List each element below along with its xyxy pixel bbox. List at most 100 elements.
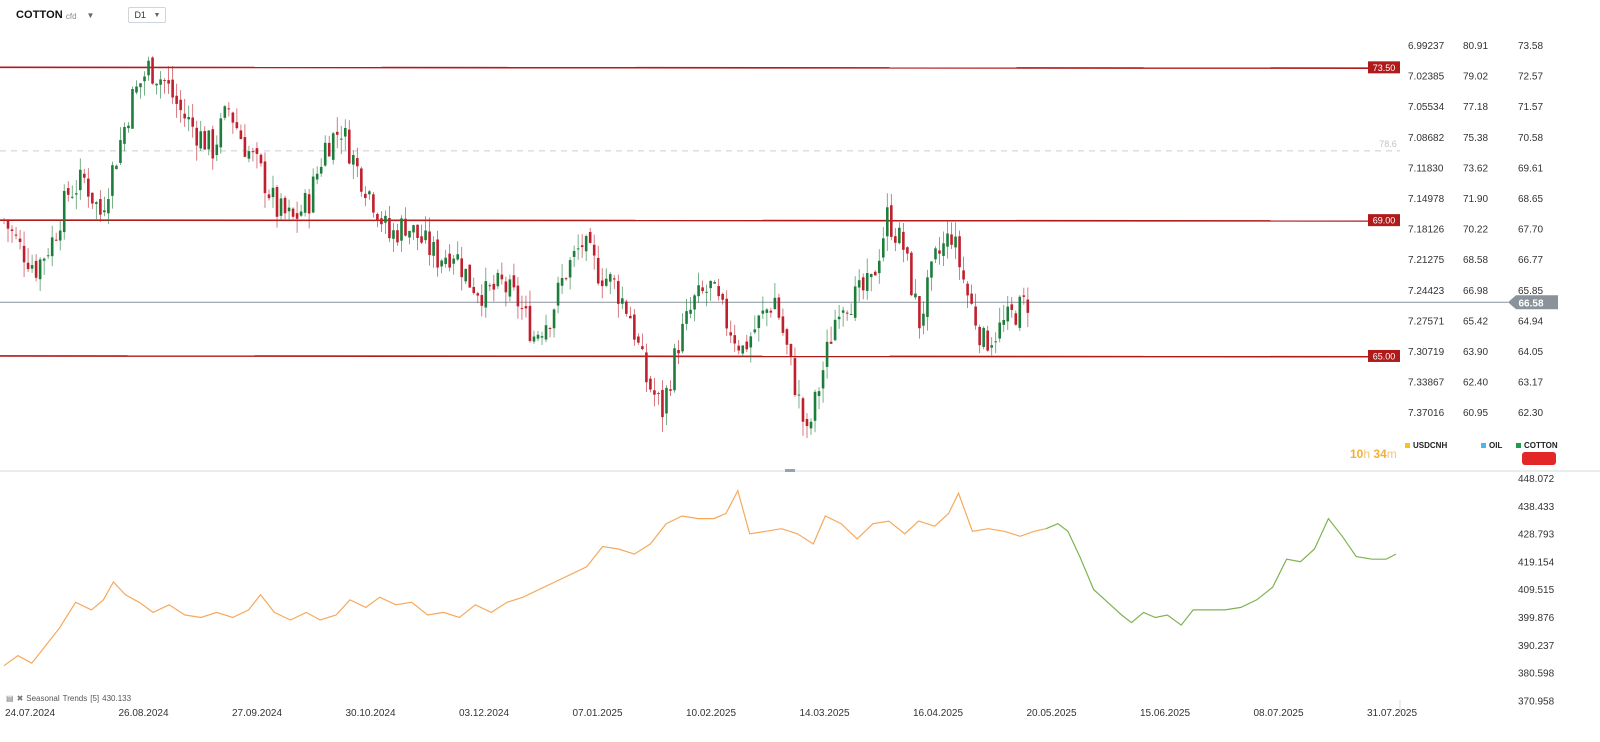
candle-body xyxy=(801,398,805,422)
candle xyxy=(50,225,54,267)
candle-body xyxy=(400,218,403,241)
candle xyxy=(492,274,496,302)
oil-axis-tick: 73.62 xyxy=(1463,163,1488,174)
indicator-settings-icon[interactable]: ▤ xyxy=(6,694,14,703)
candle-body xyxy=(211,129,215,159)
candle-body xyxy=(247,151,251,159)
candle xyxy=(705,284,708,307)
candle xyxy=(279,193,283,221)
candle-body xyxy=(621,298,624,304)
usdcnh-axis-tick: 7.05534 xyxy=(1408,102,1445,113)
candle xyxy=(400,215,403,252)
candle-body xyxy=(376,214,379,221)
candle xyxy=(881,226,885,262)
seasonal-series xyxy=(3,489,1397,667)
candle-body xyxy=(584,236,588,252)
candle xyxy=(761,296,765,320)
level-line[interactable] xyxy=(0,66,1369,69)
candle-body xyxy=(600,280,604,287)
candle-body xyxy=(833,319,837,341)
level-line[interactable] xyxy=(0,355,1369,358)
seasonal-axis-tick: 428.793 xyxy=(1518,530,1555,541)
candle xyxy=(295,201,299,233)
candle xyxy=(833,309,837,342)
candle xyxy=(777,293,781,321)
candle xyxy=(54,232,58,242)
candle-body xyxy=(347,129,351,164)
candle xyxy=(817,387,821,410)
candle xyxy=(343,119,347,151)
symbol-name[interactable]: COTTON xyxy=(16,9,63,21)
candle-body xyxy=(512,275,516,288)
candle xyxy=(327,135,331,157)
candle xyxy=(436,230,439,277)
candle xyxy=(612,275,616,289)
candle-body xyxy=(934,248,937,260)
timeframe-value: D1 xyxy=(134,10,146,20)
candle xyxy=(757,314,761,342)
candle xyxy=(673,343,676,393)
candle-body xyxy=(191,117,195,127)
candle xyxy=(825,329,829,379)
oil-axis-tick: 62.40 xyxy=(1463,378,1488,389)
candle-body xyxy=(568,260,572,278)
candle-body xyxy=(299,211,303,216)
candle xyxy=(10,225,14,243)
candle xyxy=(685,298,688,331)
pane-resize-handle[interactable] xyxy=(785,469,795,472)
candle-body xyxy=(894,236,897,243)
price-axis-tick: 65.85 xyxy=(1518,286,1543,297)
candle-body xyxy=(416,224,419,239)
indicator-name: Seasonal xyxy=(26,694,60,703)
candle-body xyxy=(910,252,913,296)
candle xyxy=(163,78,166,94)
candle-body xyxy=(30,265,34,269)
candle xyxy=(902,223,905,263)
candle-body xyxy=(440,260,443,267)
legend-usdcnh[interactable]: USDCNH xyxy=(1405,441,1447,450)
close-icon[interactable]: ✖ xyxy=(16,694,24,703)
candle xyxy=(572,245,576,267)
seasonal-axis-tick: 419.154 xyxy=(1518,557,1555,568)
candle xyxy=(500,262,504,285)
candlestick-series xyxy=(2,56,1030,439)
level-line[interactable] xyxy=(0,219,1369,222)
candle-body xyxy=(548,328,552,330)
candle xyxy=(99,190,102,222)
candle-body xyxy=(612,278,616,280)
candle-body xyxy=(155,83,158,86)
candle xyxy=(898,222,901,245)
candle-body xyxy=(978,326,981,346)
candle xyxy=(950,222,953,250)
price-axis-tick: 71.57 xyxy=(1518,102,1543,113)
candle xyxy=(536,331,540,342)
indicator-toggle-button[interactable] xyxy=(1522,452,1556,465)
candle-body xyxy=(805,419,809,427)
symbol-dropdown-icon[interactable]: ▼ xyxy=(86,10,95,20)
candle-body xyxy=(966,283,969,296)
candle xyxy=(837,304,841,329)
candle xyxy=(6,219,10,243)
candle-body xyxy=(665,387,668,414)
candle xyxy=(440,259,443,274)
candle xyxy=(456,241,459,261)
candle-body xyxy=(492,283,496,290)
candle xyxy=(147,56,150,81)
legend-cotton[interactable]: COTTON xyxy=(1516,441,1558,450)
timeframe-select[interactable]: D1 ▼ xyxy=(128,7,167,23)
level-tag-label: 69.00 xyxy=(1373,216,1396,226)
legend-label: COTTON xyxy=(1524,441,1558,450)
candle-body xyxy=(604,278,608,286)
candle xyxy=(1026,287,1030,328)
legend-oil[interactable]: OIL xyxy=(1481,441,1502,450)
candle-body xyxy=(404,218,407,236)
legend-swatch xyxy=(1516,443,1521,448)
candle-body xyxy=(263,161,267,194)
seasonal-axis-tick: 380.598 xyxy=(1518,669,1555,680)
candle-body xyxy=(982,327,985,347)
candle xyxy=(918,295,921,339)
candle xyxy=(315,166,319,185)
candle-body xyxy=(331,133,335,160)
candle-body xyxy=(143,76,146,82)
